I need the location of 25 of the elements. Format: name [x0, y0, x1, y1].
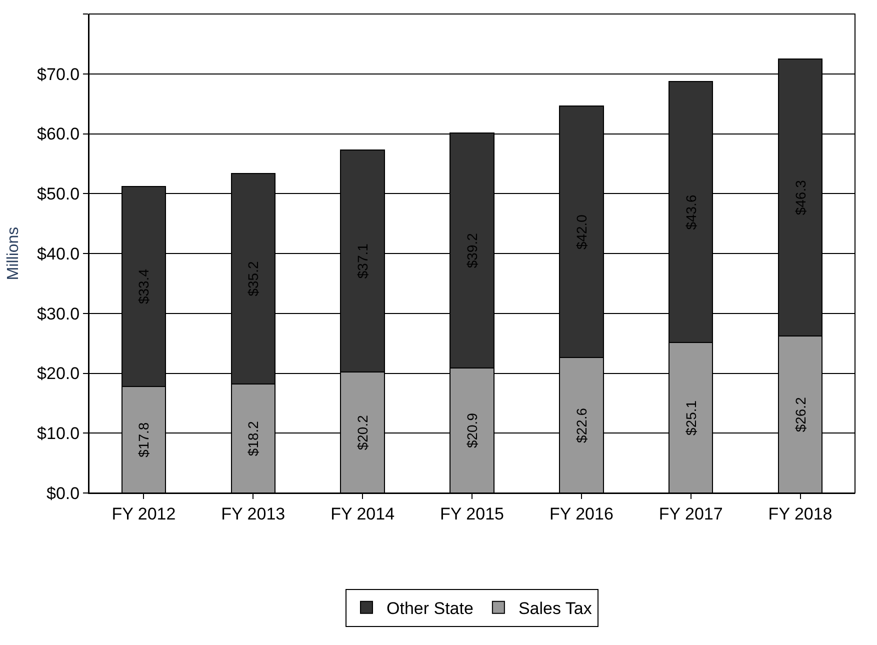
- y-tick-label: $60.0: [37, 124, 80, 144]
- legend-label: Other State: [386, 598, 474, 618]
- legend-label: Sales Tax: [518, 598, 592, 618]
- x-tick-label: FY 2015: [440, 504, 504, 524]
- data-label: $20.9: [464, 412, 480, 448]
- data-label: $20.2: [354, 414, 371, 450]
- x-tick-label: FY 2012: [112, 504, 176, 524]
- x-tick-label: FY 2014: [330, 504, 395, 524]
- y-tick-label: $0.0: [46, 484, 80, 503]
- y-axis-title: Millions: [4, 226, 22, 280]
- data-label: $18.2: [245, 420, 262, 456]
- x-tick-label: FY 2018: [768, 504, 832, 524]
- data-label: $26.2: [792, 396, 808, 432]
- y-tick-label: $40.0: [37, 244, 80, 264]
- y-tick-label: $30.0: [37, 304, 80, 324]
- y-tick-label: $10.0: [37, 424, 80, 444]
- data-label: $17.8: [136, 422, 152, 458]
- x-tick-label: FY 2016: [549, 504, 614, 524]
- data-label: $25.1: [682, 400, 699, 436]
- x-tick-label: FY 2013: [221, 504, 286, 524]
- y-tick-label: $20.0: [37, 364, 80, 384]
- data-label: $22.6: [573, 408, 590, 443]
- y-tick-label: $50.0: [37, 184, 80, 204]
- x-tick-label: FY 2017: [658, 504, 723, 524]
- y-tick-label: $70.0: [37, 64, 80, 84]
